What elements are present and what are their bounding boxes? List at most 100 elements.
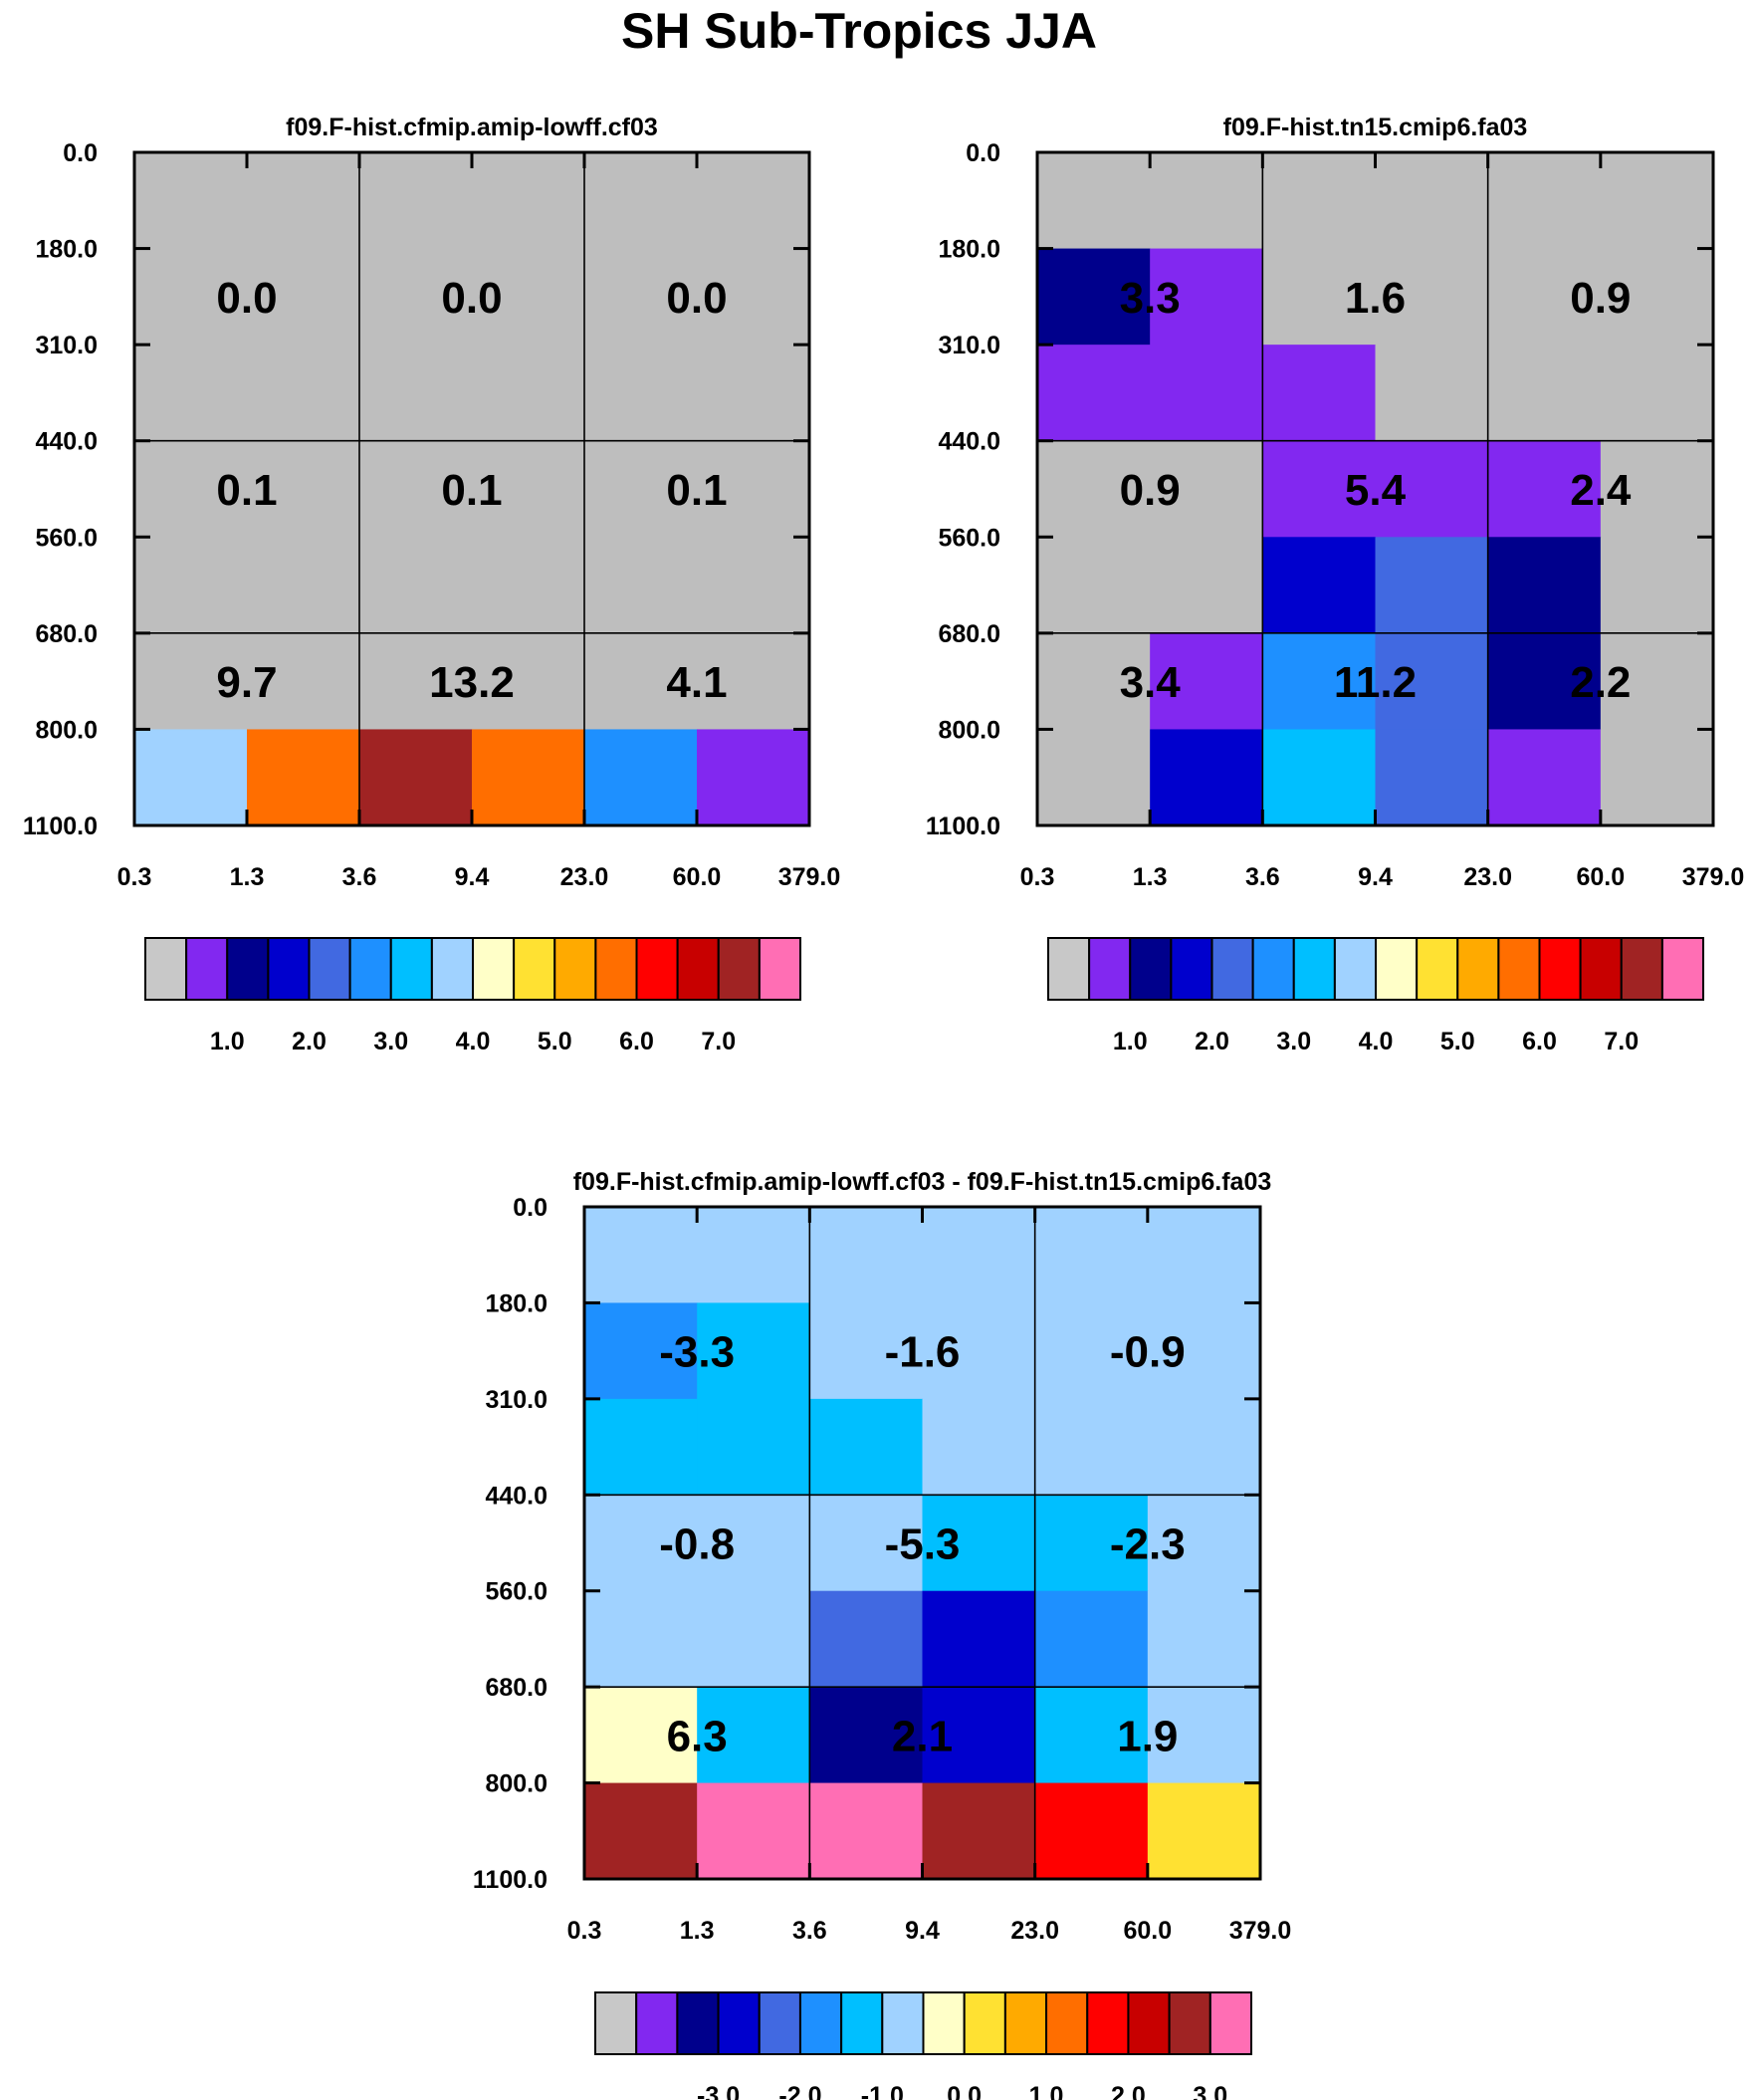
heatmap-cell (1150, 440, 1263, 538)
heatmap-cell (697, 1207, 810, 1304)
colorbar-swatch (1333, 937, 1378, 1001)
colorbar-label: 6.0 (619, 1028, 654, 1055)
panel-title: f09.F-hist.tn15.cmip6.fa03 (1223, 114, 1528, 141)
heatmap-cell (1147, 1495, 1261, 1592)
heatmap-cell (922, 1495, 1036, 1592)
colorbar: 1.0 2.0 3.0 4.0 5.0 6.0 7.0 (144, 937, 802, 1055)
colorbar-swatch (1127, 1991, 1171, 2055)
colorbar-swatch (553, 937, 597, 1001)
heatmap-cell (584, 1687, 698, 1784)
x-tick-label: 23.0 (560, 863, 609, 891)
heatmap-cell (1600, 632, 1714, 731)
heatmap-cell (697, 729, 810, 826)
heatmap-cell (1150, 537, 1263, 634)
x-tick-label: 1.3 (230, 863, 265, 891)
heatmap-cell (584, 440, 698, 538)
y-tick-label: 680.0 (938, 620, 1000, 648)
y-tick-label: 0.0 (966, 139, 1000, 167)
colorbar-label: 5.0 (538, 1028, 572, 1055)
y-tick-label: 1100.0 (473, 1866, 548, 1894)
heatmap-cell (359, 537, 473, 634)
colorbar-label: 5.0 (1440, 1028, 1475, 1055)
heatmap-cell (584, 1782, 698, 1880)
heatmap-cell (1037, 632, 1151, 731)
heatmap-cell (247, 729, 360, 826)
colorbar-swatch (1538, 937, 1582, 1001)
cell-value-label: -3.3 (659, 1328, 735, 1377)
colorbar-swatch (758, 1991, 801, 2055)
colorbar-swatch (840, 1991, 884, 2055)
heatmap-cell (1034, 1495, 1149, 1592)
heatmap-cell (1262, 248, 1377, 346)
x-tick-label: 60.0 (1123, 1917, 1172, 1945)
colorbar-swatch (1620, 937, 1663, 1001)
heatmap-cell (1600, 440, 1714, 538)
heatmap-cell (809, 1398, 924, 1496)
cell-value-label: 13.2 (429, 658, 515, 707)
colorbar: -3.0 -2.0 -1.0 0.0 1.0 2.0 3.0 (594, 1991, 1253, 2100)
cell-value-label: 2.2 (1570, 658, 1631, 707)
y-tick-label: 440.0 (485, 1482, 548, 1510)
heatmap-cell (697, 1590, 810, 1688)
heatmap-cell (922, 1590, 1036, 1688)
heatmap-cell (922, 1207, 1036, 1304)
heatmap-cell (472, 345, 585, 442)
heatmap-cell (472, 152, 585, 250)
colorbar-label: 4.0 (1359, 1028, 1394, 1055)
heatmap-cell (134, 248, 248, 346)
colorbar-label: 0.0 (947, 2082, 982, 2100)
colorbar-swatch (1456, 937, 1500, 1001)
cell-value-label: -0.9 (1110, 1328, 1186, 1377)
heatmap-cell (472, 537, 585, 634)
colorbar-swatch (348, 937, 392, 1001)
x-tick-label: 9.4 (1358, 863, 1393, 891)
heatmap-cell (1375, 152, 1489, 250)
colorbar-swatch (1375, 937, 1419, 1001)
colorbar-label: 6.0 (1522, 1028, 1557, 1055)
cell-value-label: 0.0 (441, 274, 502, 323)
heatmap-cell (359, 345, 473, 442)
x-tick-label: 3.6 (1245, 863, 1280, 891)
heatmap-cell (1262, 632, 1377, 731)
y-tick-label: 180.0 (35, 236, 98, 264)
heatmap-cell (134, 345, 248, 442)
heatmap-cell (1600, 729, 1714, 826)
heatmap-cell (1037, 345, 1151, 442)
heatmap-cell (809, 1495, 924, 1592)
colorbar-swatch (1251, 937, 1295, 1001)
heatmap-cell (922, 1687, 1036, 1784)
heatmap-cell (1150, 632, 1263, 731)
heatmap-cell (697, 632, 810, 731)
colorbar-label: 2.0 (1111, 2082, 1146, 2100)
heatmap-cell (1375, 729, 1489, 826)
colorbar-swatch (1497, 937, 1541, 1001)
y-tick-label: 1100.0 (926, 813, 1000, 840)
heatmap-cell (1487, 729, 1602, 826)
heatmap-cell (1150, 248, 1263, 346)
heatmap-cell (922, 1398, 1036, 1496)
cell-value-label: 5.4 (1345, 466, 1407, 515)
colorbar-label: 7.0 (701, 1028, 736, 1055)
x-tick-label: 60.0 (673, 863, 722, 891)
y-tick-label: 800.0 (938, 716, 1000, 744)
heatmap-cell (1262, 345, 1377, 442)
heatmap-panel-2: f09.F-hist.tn15.cmip6.fa03 0.0 180.0 310.0 4… (926, 114, 1744, 1055)
heatmap-cell (584, 537, 698, 634)
x-tick-label: 0.3 (117, 863, 152, 891)
cell-value-label: 4.1 (666, 658, 727, 707)
heatmap-cell (1150, 345, 1263, 442)
y-tick-label: 440.0 (938, 428, 1000, 456)
heatmap-cell (359, 152, 473, 250)
heatmap-cell (584, 1590, 698, 1688)
heatmap-cell (1262, 537, 1377, 634)
heatmap-cell (359, 248, 473, 346)
heatmap-cell (247, 345, 360, 442)
colorbar-swatch (881, 1991, 925, 2055)
cell-value-label: 0.1 (666, 466, 727, 515)
colorbar-swatch (1208, 1991, 1253, 2055)
colorbar-swatch (308, 937, 351, 1001)
x-tick-label: 379.0 (1229, 1917, 1292, 1945)
heatmap-cell (1600, 248, 1714, 346)
colorbar-swatch (430, 937, 475, 1001)
colorbar-swatch (1045, 1991, 1089, 2055)
